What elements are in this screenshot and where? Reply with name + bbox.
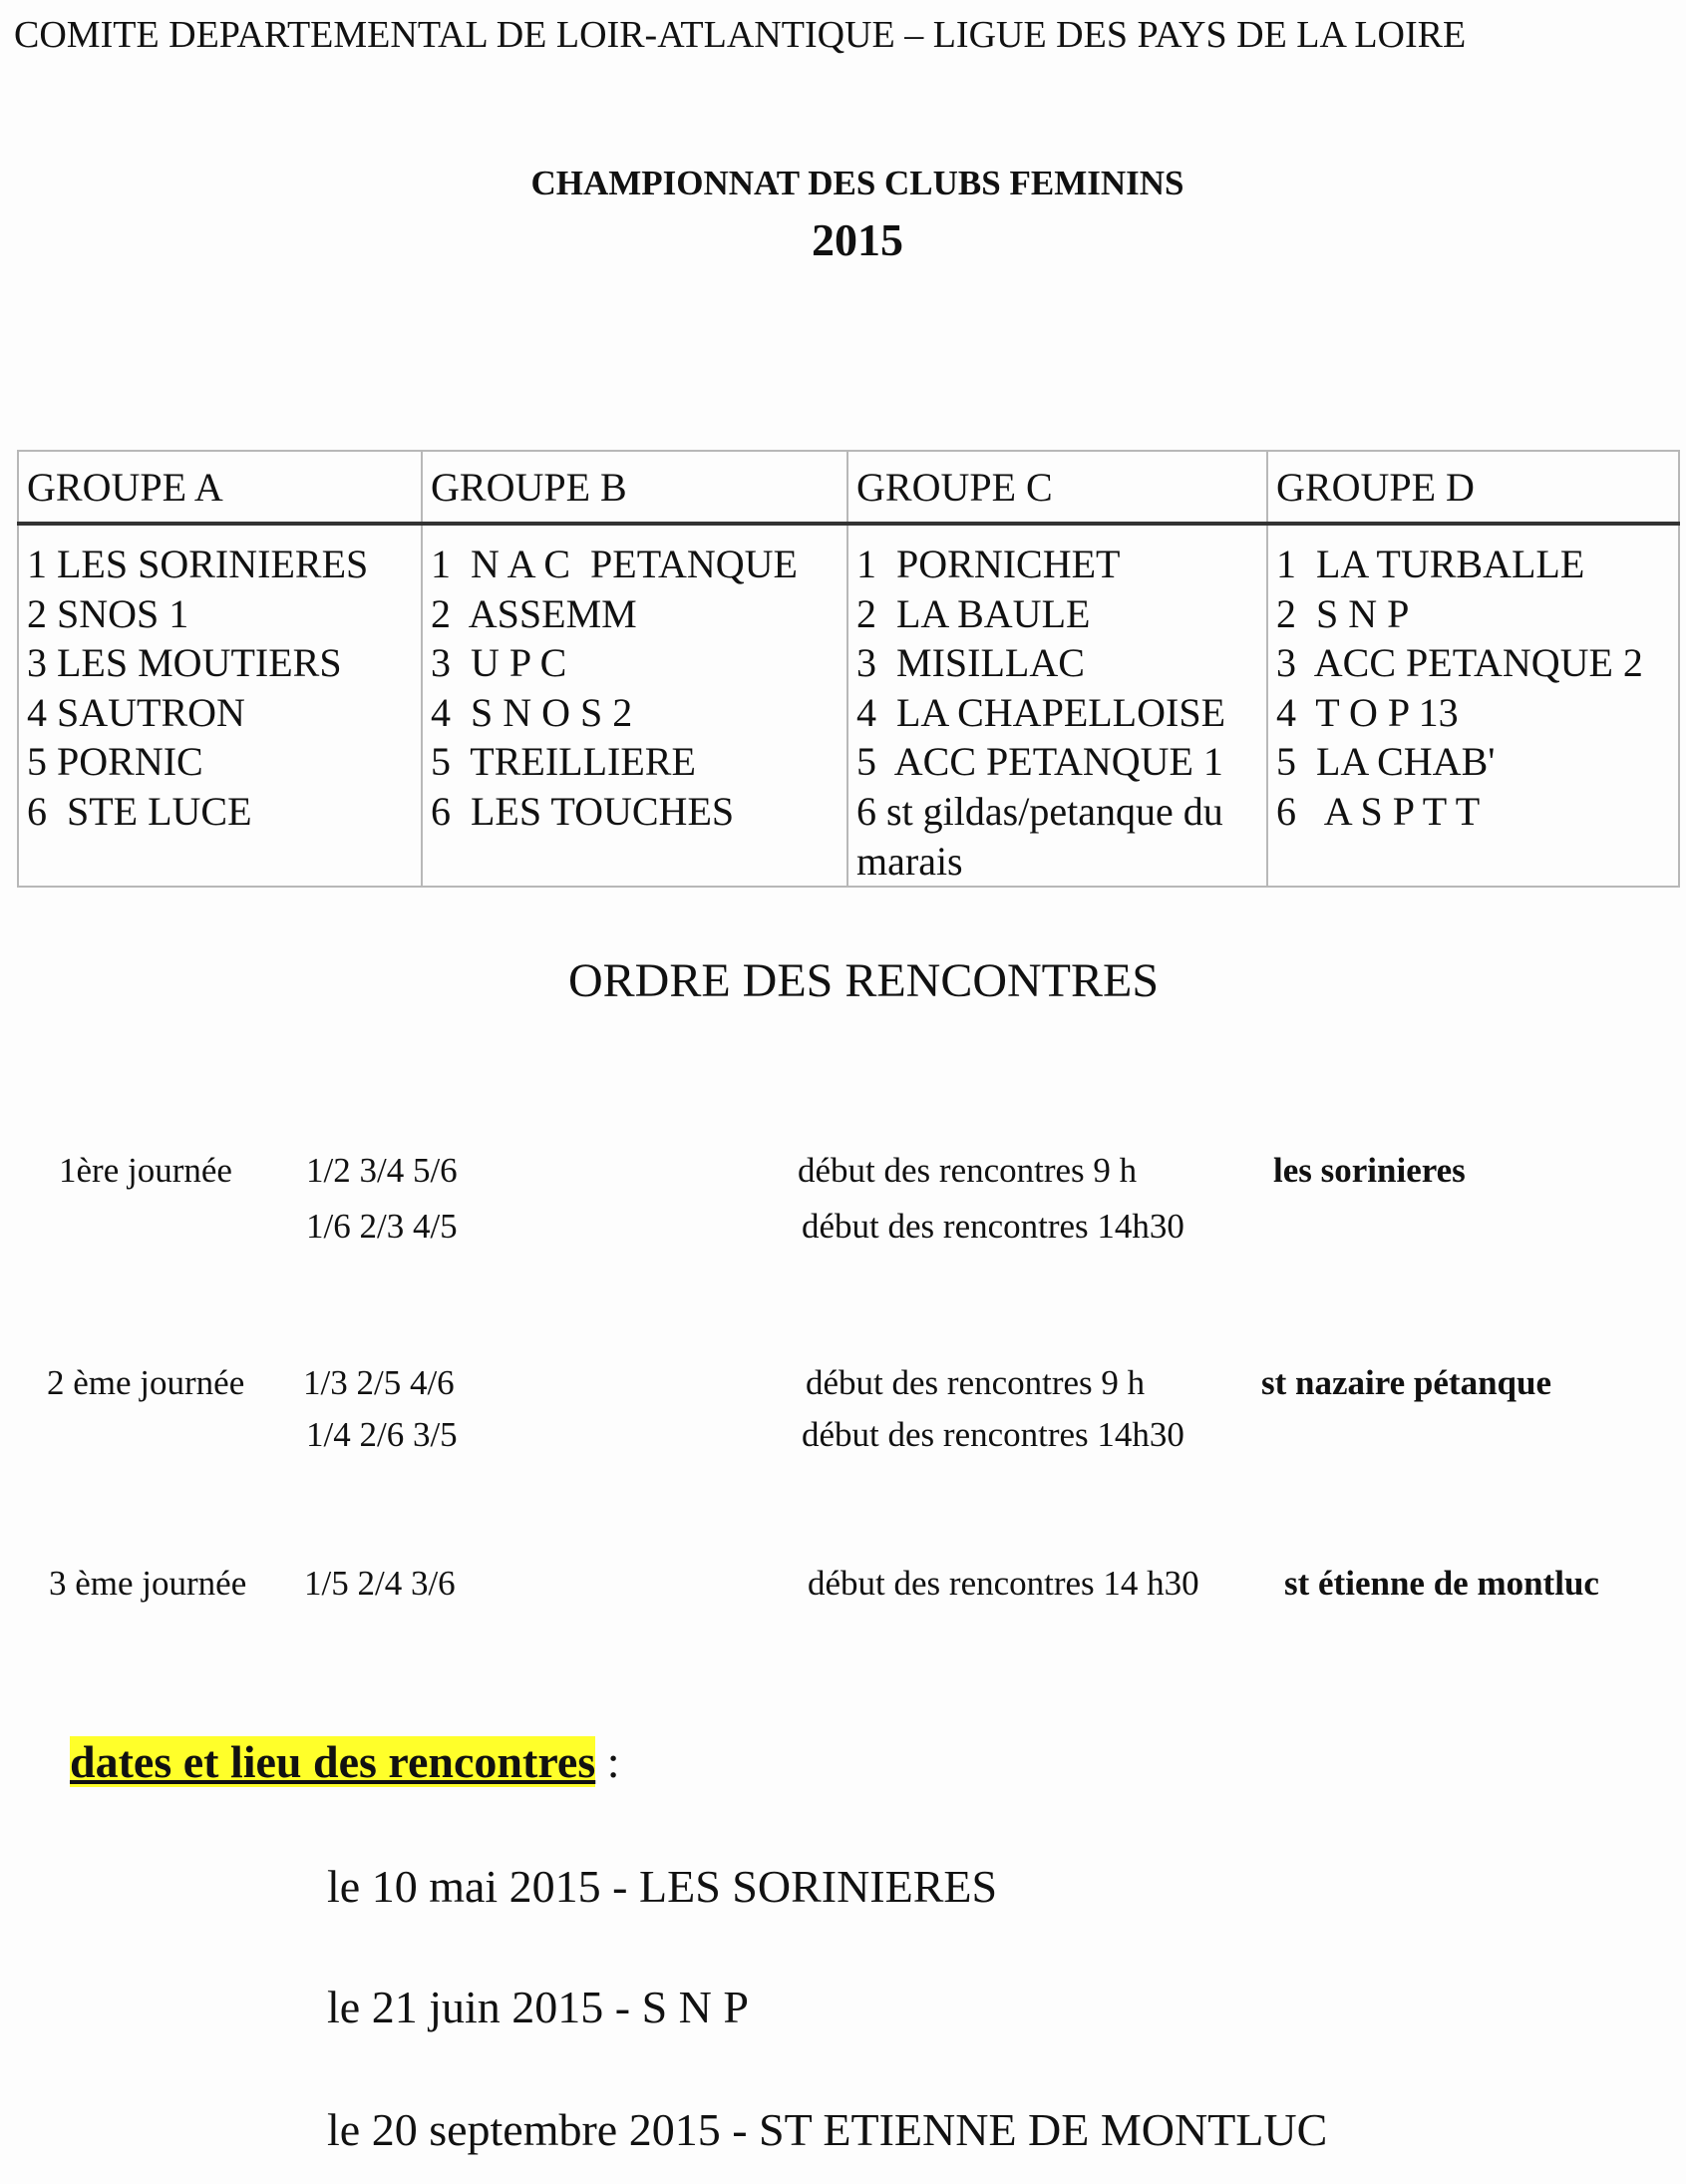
team-entry: 4 SAUTRON <box>27 689 245 735</box>
team-entry: 3 MISILLAC <box>856 640 1085 686</box>
group-a-teams: 1 LES SORINIERES 2 SNOS 1 3 LES MOUTIERS… <box>17 522 423 889</box>
team-entry: 2 LA BAULE <box>856 590 1091 636</box>
round-matches: 1/6 2/3 4/5 <box>306 1207 458 1246</box>
round-matches: 1/3 2/5 4/6 <box>303 1363 455 1402</box>
team-entry: 6 A S P T T <box>1276 788 1481 834</box>
team-entry: 6 STE LUCE <box>27 788 252 834</box>
round-place: st étienne de montluc <box>1284 1564 1599 1603</box>
team-entry: 3 ACC PETANQUE 2 <box>1276 640 1643 686</box>
groups-table: GROUPE A GROUPE B GROUPE C GROUPE D 1 LE… <box>17 450 1680 889</box>
team-entry: 4 LA CHAPELLOISE <box>856 689 1225 735</box>
date-entry: le 10 mai 2015 - LES SORINIERES <box>327 1861 998 1912</box>
team-entry: 6 LES TOUCHES <box>431 788 735 834</box>
group-a-header: GROUPE A <box>17 450 423 526</box>
round-start: début des rencontres 9 h <box>806 1363 1146 1402</box>
dates-heading-line: dates et lieu des rencontres : <box>70 1736 620 1787</box>
round-label: 2 ème journée <box>47 1363 245 1402</box>
round-matches: 1/4 2/6 3/5 <box>306 1415 458 1454</box>
team-entry: 3 U P C <box>431 640 567 686</box>
team-entry: 2 S N P <box>1276 590 1410 636</box>
round-place: les sorinieres <box>1273 1151 1466 1190</box>
round-start: début des rencontres 9 h <box>798 1151 1138 1190</box>
round-label: 3 ème journée <box>49 1564 247 1603</box>
team-entry: 3 LES MOUTIERS <box>27 640 342 686</box>
round-start: début des rencontres 14h30 <box>802 1415 1184 1454</box>
team-entry: 5 LA CHAB' <box>1276 739 1496 785</box>
team-entry: 5 PORNIC <box>27 739 203 785</box>
group-c-header: GROUPE C <box>846 450 1268 526</box>
groups-header-row: GROUPE A GROUPE B GROUPE C GROUPE D <box>17 450 1680 526</box>
order-title: ORDRE DES RENCONTRES <box>567 954 1160 1007</box>
team-entry: 6 st gildas/petanque du marais <box>856 788 1233 884</box>
group-b-header: GROUPE B <box>421 450 848 526</box>
document-title: CHAMPIONNAT DES CLUBS FEMININS <box>530 164 1184 202</box>
group-d-teams: 1 LA TURBALLE 2 S N P 3 ACC PETANQUE 2 4… <box>1266 522 1680 889</box>
round-matches: 1/2 3/4 5/6 <box>306 1151 458 1190</box>
groups-teams-row: 1 LES SORINIERES 2 SNOS 1 3 LES MOUTIERS… <box>17 522 1680 889</box>
team-entry: 1 N A C PETANQUE <box>431 542 798 586</box>
team-entry: 1 LES SORINIERES <box>27 542 369 586</box>
date-entry: le 20 septembre 2015 - ST ETIENNE DE MON… <box>327 2104 1328 2155</box>
round-start: début des rencontres 14 h30 <box>808 1564 1199 1603</box>
team-entry: 4 S N O S 2 <box>431 689 633 735</box>
team-entry: 1 PORNICHET <box>856 542 1121 586</box>
team-entry: 1 LA TURBALLE <box>1276 542 1585 586</box>
round-label: 1ère journée <box>59 1151 232 1190</box>
date-entry: le 21 juin 2015 - S N P <box>327 1982 749 2032</box>
document-year: 2015 <box>812 214 903 265</box>
team-entry: 5 TREILLIERE <box>431 739 696 785</box>
group-c-teams: 1 PORNICHET 2 LA BAULE 3 MISILLAC 4 LA C… <box>846 522 1268 889</box>
team-entry: 2 SNOS 1 <box>27 590 189 636</box>
group-d-header: GROUPE D <box>1266 450 1680 526</box>
team-entry: 2 ASSEMM <box>431 590 637 636</box>
team-entry: 4 T O P 13 <box>1276 689 1459 735</box>
dates-colon: : <box>606 1736 620 1787</box>
group-b-teams: 1 N A C PETANQUE 2 ASSEMM 3 U P C 4 S N … <box>421 522 848 889</box>
dates-heading: dates et lieu des rencontres <box>70 1736 596 1787</box>
round-place: st nazaire pétanque <box>1261 1363 1552 1402</box>
round-matches: 1/5 2/4 3/6 <box>304 1564 456 1603</box>
document-header: COMITE DEPARTEMENTAL DE LOIR-ATLANTIQUE … <box>14 14 1467 56</box>
team-entry: 5 ACC PETANQUE 1 <box>856 739 1223 785</box>
round-start: début des rencontres 14h30 <box>802 1207 1184 1246</box>
